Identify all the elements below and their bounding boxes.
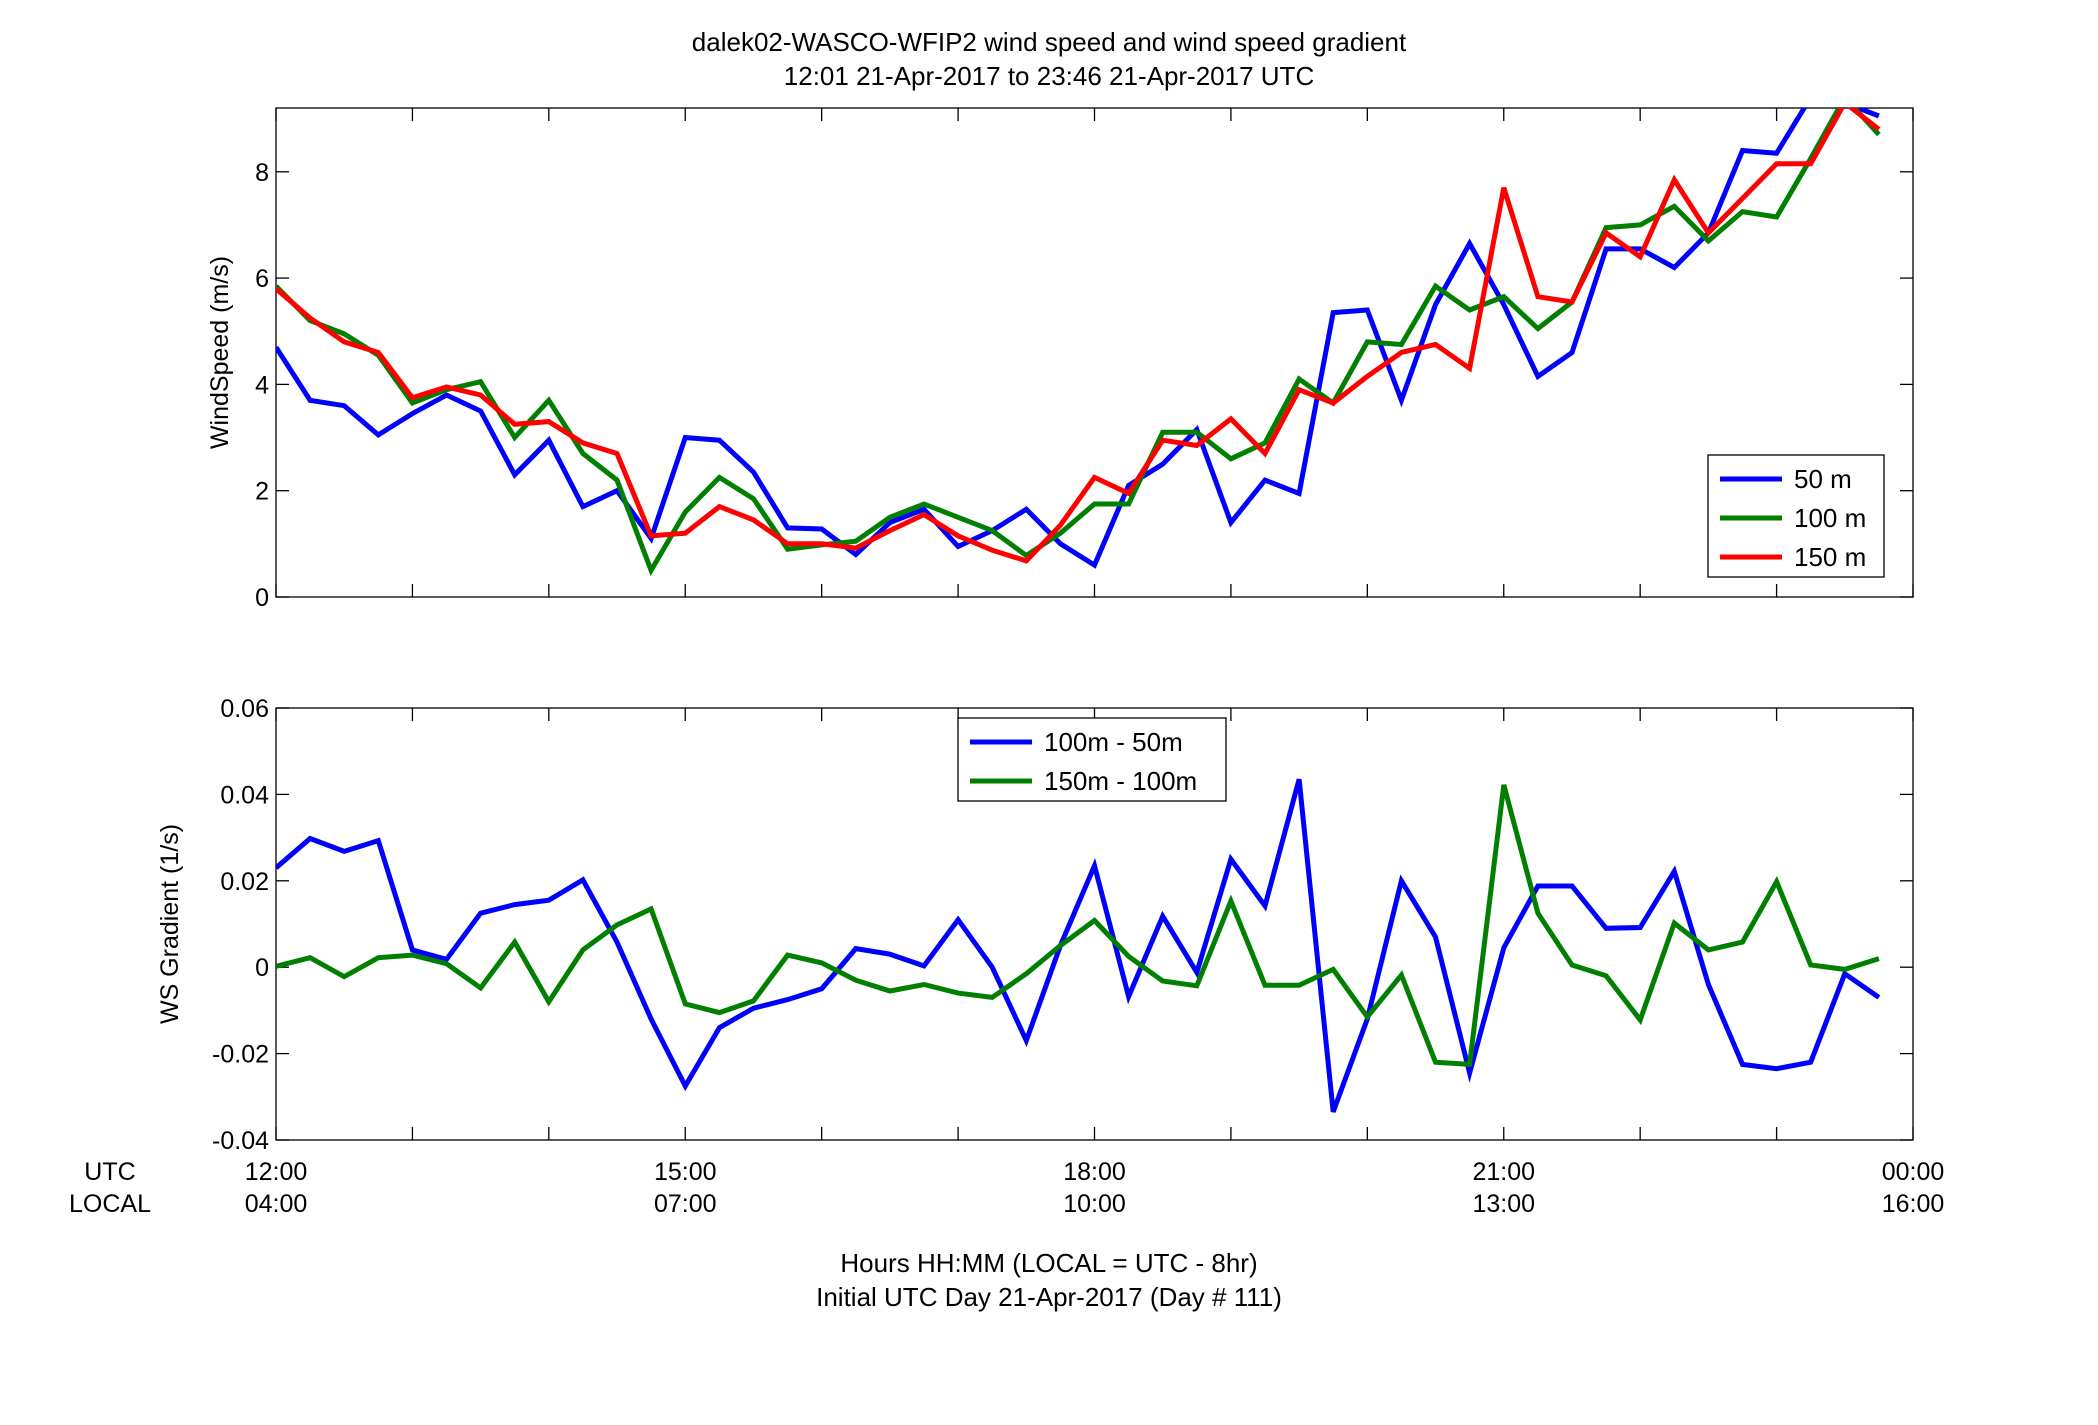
x-tick-label-utc: 15:00 — [654, 1158, 717, 1186]
series-line-50-m — [276, 108, 1880, 569]
chart-title: dalek02-WASCO-WFIP2 wind speed and wind … — [692, 27, 1407, 57]
legend-box — [957, 717, 1227, 802]
x-tick-label-utc: 00:00 — [1882, 1158, 1945, 1186]
x-tick-label-local: 13:00 — [1472, 1190, 1535, 1218]
y-tick-label: 0.06 — [220, 695, 269, 723]
legend-label: 50 m — [1794, 464, 1852, 494]
plot-frame — [275, 107, 1914, 598]
y-tick-label: 0.02 — [220, 868, 269, 896]
series-line-100-m — [276, 108, 1881, 577]
time-axis: UTC LOCAL 12:00 04:00 15:00 07:00 18:00 10:00… — [69, 1158, 1944, 1218]
legend: 50 m 100 m 150 m — [1707, 454, 1885, 578]
wind-gradient-panel: -0.04 -0.02 0 0.02 0.04 0.06 WS Gradient (1/s)… — [156, 695, 1914, 1155]
x-tick-label-local: 10:00 — [1063, 1190, 1126, 1218]
wind-speed-panel: 0 2 4 6 8 WindSpeed (m/s) 50 m 100 m 150 m — [206, 107, 1914, 612]
y-tick-label: 2 — [255, 478, 269, 506]
y-axis-label: WS Gradient (1/s) — [156, 824, 184, 1024]
y-tick-label: 0 — [255, 954, 269, 982]
legend-label: 100 m — [1794, 503, 1866, 533]
x-tick-label-utc: 12:00 — [245, 1158, 308, 1186]
utc-row-label: UTC — [84, 1158, 135, 1186]
legend-label: 150 m — [1794, 542, 1866, 572]
x-tick-label-utc: 18:00 — [1063, 1158, 1126, 1186]
y-tick-label: 4 — [255, 371, 269, 399]
x-tick-label-local: 16:00 — [1882, 1190, 1945, 1218]
local-row-label: LOCAL — [69, 1190, 151, 1218]
series-line-150m-100m — [276, 784, 1880, 1068]
y-tick-label: 0 — [255, 584, 269, 612]
y-tick-label: 8 — [255, 159, 269, 187]
x-tick-label-local: 04:00 — [245, 1190, 308, 1218]
series-line-100m-50m — [276, 778, 1881, 1113]
x-tick-label-utc: 21:00 — [1472, 1158, 1535, 1186]
y-tick-label: -0.02 — [212, 1041, 269, 1069]
legend-label: 150m - 100m — [1044, 766, 1197, 796]
y-axis-label: WindSpeed (m/s) — [206, 256, 234, 449]
x-axis-label-secondary: Initial UTC Day 21-Apr-2017 (Day # 111) — [816, 1282, 1282, 1312]
y-tick-label: -0.04 — [212, 1127, 269, 1155]
x-axis-label: Hours HH:MM (LOCAL = UTC - 8hr) — [840, 1248, 1257, 1278]
y-tick-label: 6 — [255, 265, 269, 293]
x-tick-label-local: 07:00 — [654, 1190, 717, 1218]
legend-label: 100m - 50m — [1044, 727, 1183, 757]
y-tick-label: 0.04 — [220, 781, 269, 809]
series-line-150-m — [276, 108, 1881, 564]
legend: 100m - 50m 150m - 100m — [957, 717, 1227, 802]
chart-subtitle: 12:01 21-Apr-2017 to 23:46 21-Apr-2017 U… — [784, 61, 1314, 91]
